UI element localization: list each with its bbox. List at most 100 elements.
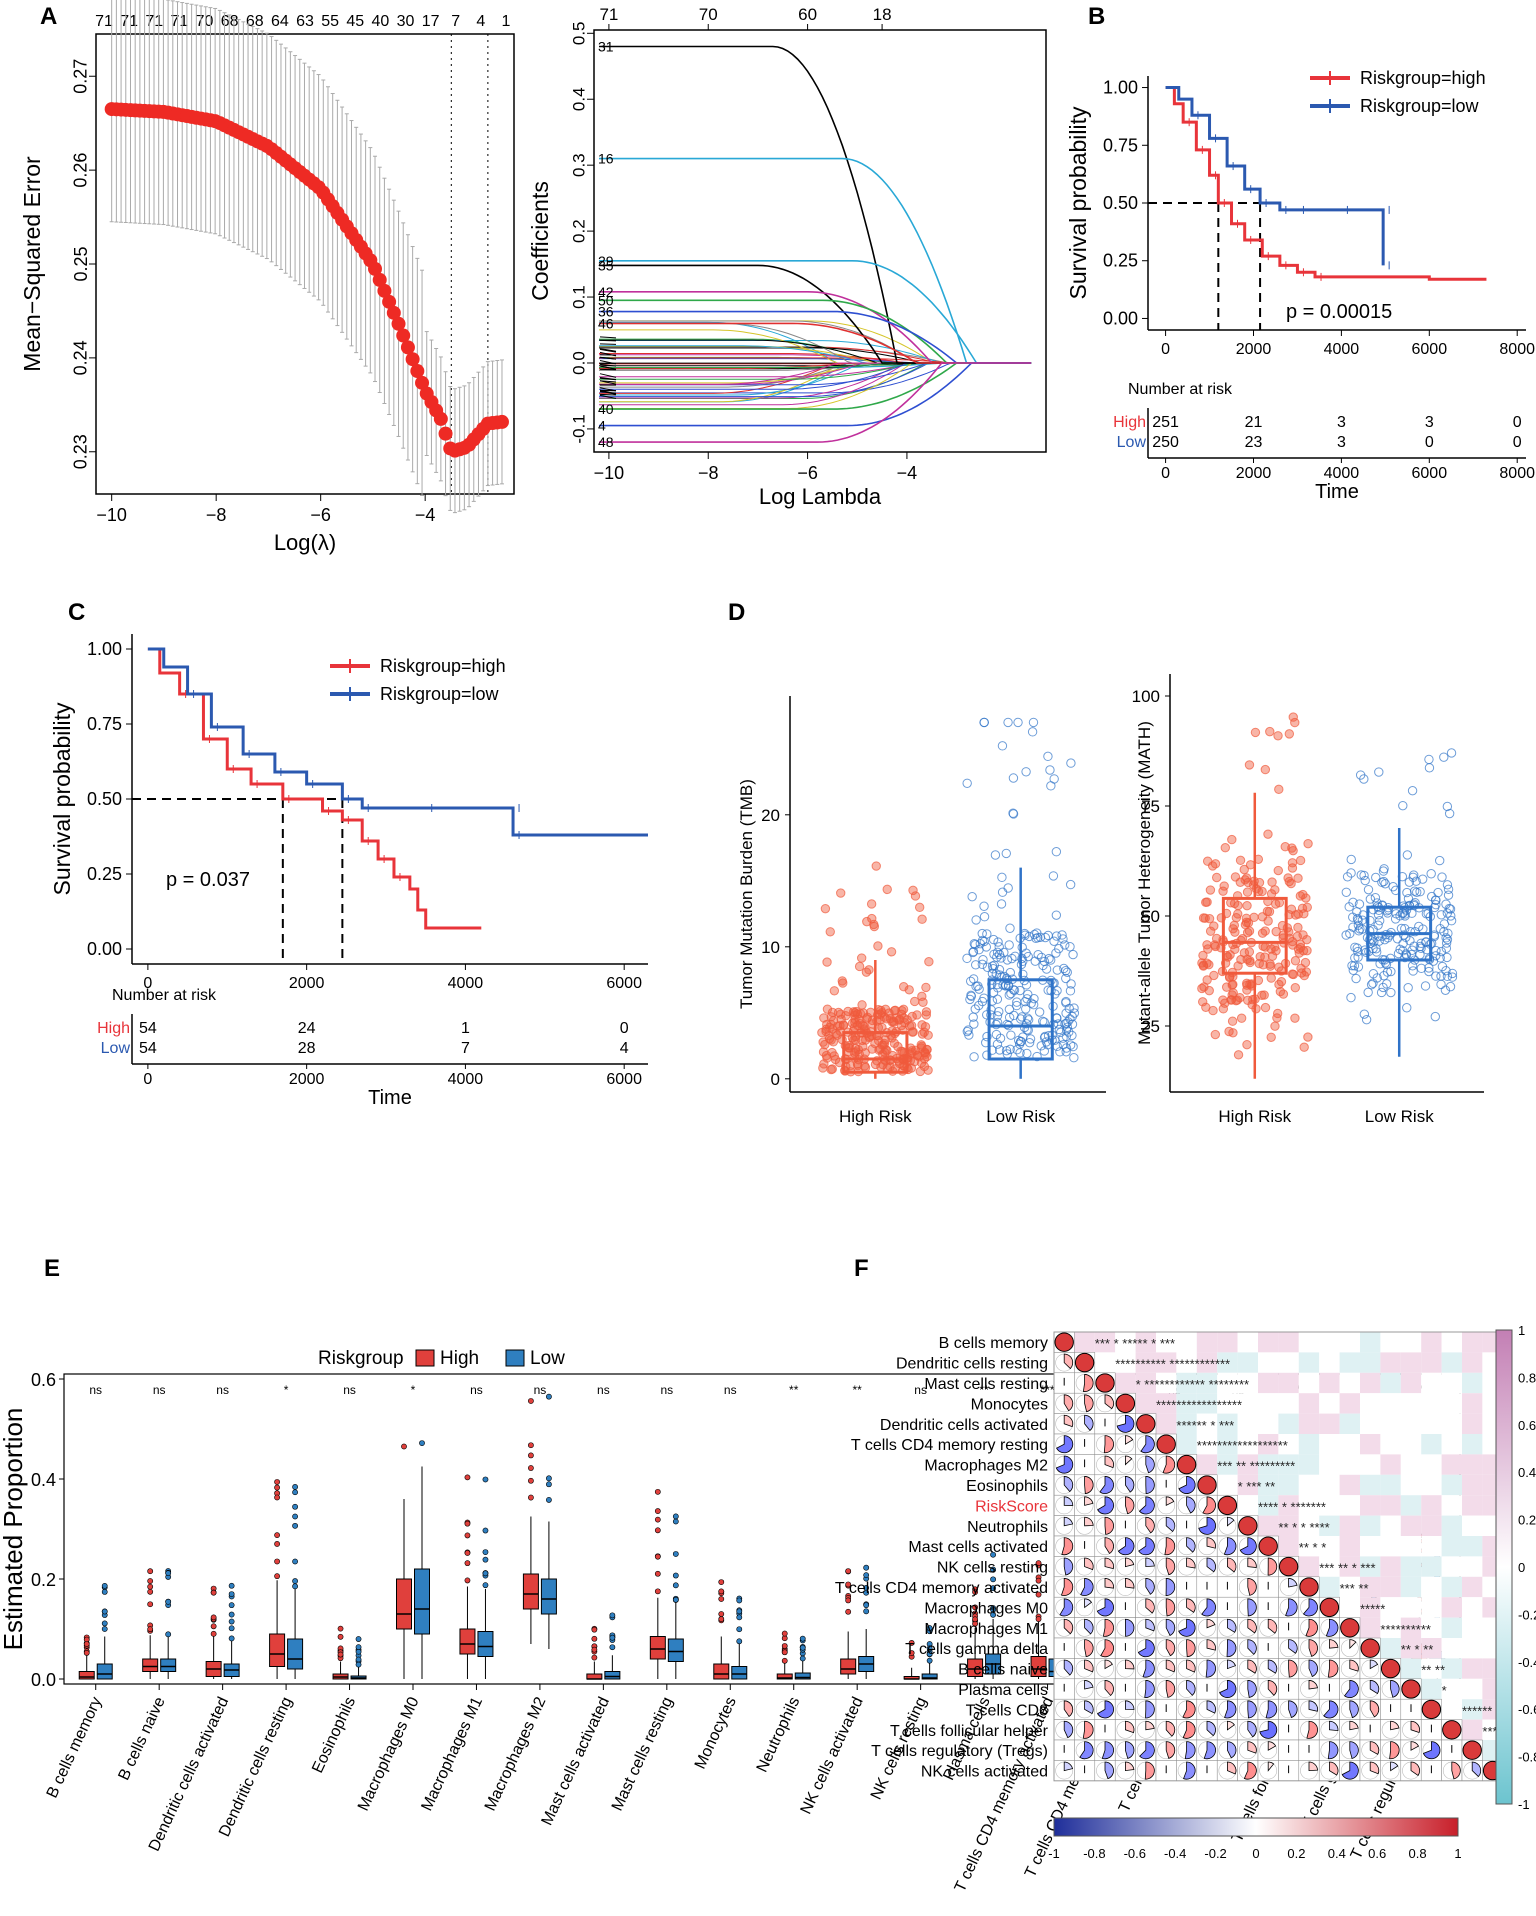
- outlier: [528, 1442, 534, 1449]
- pie-glyph: [1145, 1720, 1155, 1731]
- outlier: [165, 1570, 172, 1577]
- upper-cell: [1298, 1332, 1320, 1353]
- upper-cell: [1441, 1515, 1462, 1536]
- outlier: [972, 1604, 978, 1611]
- data-point: [1395, 944, 1405, 955]
- significance-stars: ******: [1462, 1703, 1492, 1718]
- upper-cell: [1462, 1434, 1483, 1455]
- upper-cell: [1462, 1617, 1483, 1638]
- x-tick-label: −4: [415, 505, 436, 525]
- upper-cell: [1339, 1515, 1360, 1536]
- pie-glyph: [1267, 1618, 1278, 1634]
- data-point: [1265, 959, 1275, 969]
- upper-cell: [1298, 1556, 1320, 1577]
- outlier: [101, 1588, 108, 1595]
- data-point: [1219, 881, 1229, 891]
- box-high: [1030, 1656, 1047, 1677]
- coef-path-start: [599, 363, 617, 367]
- upper-cell: [1217, 1372, 1238, 1394]
- x-tick-label: −6: [797, 463, 818, 483]
- panel-label-e: E: [44, 1255, 60, 1282]
- upper-cell: [1380, 1474, 1401, 1496]
- outlier: [926, 1625, 933, 1631]
- data-point: [993, 937, 1003, 947]
- colorbar-right-label: 0.4: [1518, 1465, 1536, 1480]
- data-point: [1373, 920, 1383, 930]
- data-point: [919, 1027, 929, 1037]
- data-point: [859, 1021, 869, 1032]
- significance-label: ns: [660, 1383, 673, 1397]
- data-point: [1065, 879, 1076, 890]
- risk-count: 0: [1513, 434, 1522, 451]
- significance-label: ***: [1041, 1383, 1055, 1397]
- data-point: [1001, 1045, 1012, 1056]
- upper-cell: [1462, 1515, 1483, 1536]
- upper-cell: [1421, 1474, 1442, 1496]
- upper-cell: [1258, 1495, 1279, 1516]
- data-point: [1402, 850, 1413, 860]
- data-point: [968, 974, 979, 984]
- significance-stars: **** * *******: [1258, 1499, 1326, 1514]
- diag-glyph: [1401, 1679, 1421, 1699]
- data-point: [986, 1010, 996, 1020]
- data-point: [1059, 963, 1069, 974]
- colorbar-bottom-label: -0.8: [1083, 1846, 1105, 1861]
- y-tick-label: 1.00: [1103, 78, 1138, 98]
- upper-cell: [1441, 1617, 1462, 1638]
- outlier: [228, 1602, 235, 1609]
- data-point: [1385, 953, 1396, 964]
- upper-cell: [1400, 1352, 1422, 1373]
- data-point: [890, 1005, 900, 1015]
- data-point: [1044, 953, 1054, 964]
- data-point: [1293, 922, 1303, 933]
- pie-glyph: [1288, 1639, 1298, 1654]
- y-axis-label: Mutant-allele Tumor Heterogeneity (MATH): [1135, 721, 1154, 1045]
- upper-cell: [1462, 1372, 1483, 1394]
- data-point: [1437, 872, 1447, 882]
- data-point: [1200, 913, 1210, 923]
- pie-glyph: [1227, 1761, 1237, 1775]
- box-high: [269, 1633, 286, 1667]
- y-axis-label: Coefficients: [527, 181, 553, 301]
- box-high: [840, 1658, 857, 1675]
- outlier: [863, 1602, 870, 1609]
- pie-glyph: [1410, 1761, 1420, 1777]
- y-tick-label: 0.0: [31, 1670, 56, 1690]
- data-point: [969, 1019, 979, 1029]
- pie-glyph: [1165, 1516, 1176, 1533]
- data-point: [860, 1048, 870, 1058]
- outlier: [292, 1513, 298, 1520]
- outlier: [591, 1646, 598, 1653]
- outlier: [672, 1596, 679, 1603]
- outlier: [165, 1598, 172, 1605]
- outlier: [482, 1527, 489, 1534]
- y-tick-label: 0: [771, 1070, 780, 1089]
- data-point: [1227, 980, 1237, 990]
- data-point: [1002, 955, 1013, 965]
- data-point: [1229, 920, 1240, 931]
- pie-glyph: [1239, 1537, 1257, 1556]
- outlier: [147, 1568, 154, 1575]
- data-point: [1218, 1004, 1229, 1014]
- top-axis-label: 40: [371, 13, 389, 30]
- pie-glyph: [1104, 1394, 1114, 1410]
- upper-cell: [1360, 1495, 1381, 1516]
- data-point: [970, 960, 981, 970]
- data-point: [1202, 856, 1213, 866]
- colorbar-right-label: -0.4: [1518, 1655, 1536, 1670]
- y-axis-label: Mean−Squared Error: [19, 156, 45, 372]
- upper-cell: [1176, 1352, 1197, 1373]
- upper-cell: [1462, 1699, 1483, 1720]
- upper-cell: [1360, 1576, 1381, 1598]
- data-point: [1061, 1025, 1072, 1035]
- diag-glyph: [1238, 1516, 1258, 1536]
- outlier: [908, 1640, 915, 1646]
- colorbar-right-label: 0.8: [1518, 1370, 1536, 1385]
- data-point: [915, 1066, 926, 1077]
- pie-glyph: [1369, 1680, 1380, 1695]
- risk-group-label: High: [1113, 414, 1146, 431]
- data-point: [1272, 1013, 1282, 1023]
- top-axis-label: 4: [476, 13, 485, 30]
- data-point: [862, 1012, 873, 1022]
- row-label: Dendritic cells activated: [880, 1417, 1048, 1434]
